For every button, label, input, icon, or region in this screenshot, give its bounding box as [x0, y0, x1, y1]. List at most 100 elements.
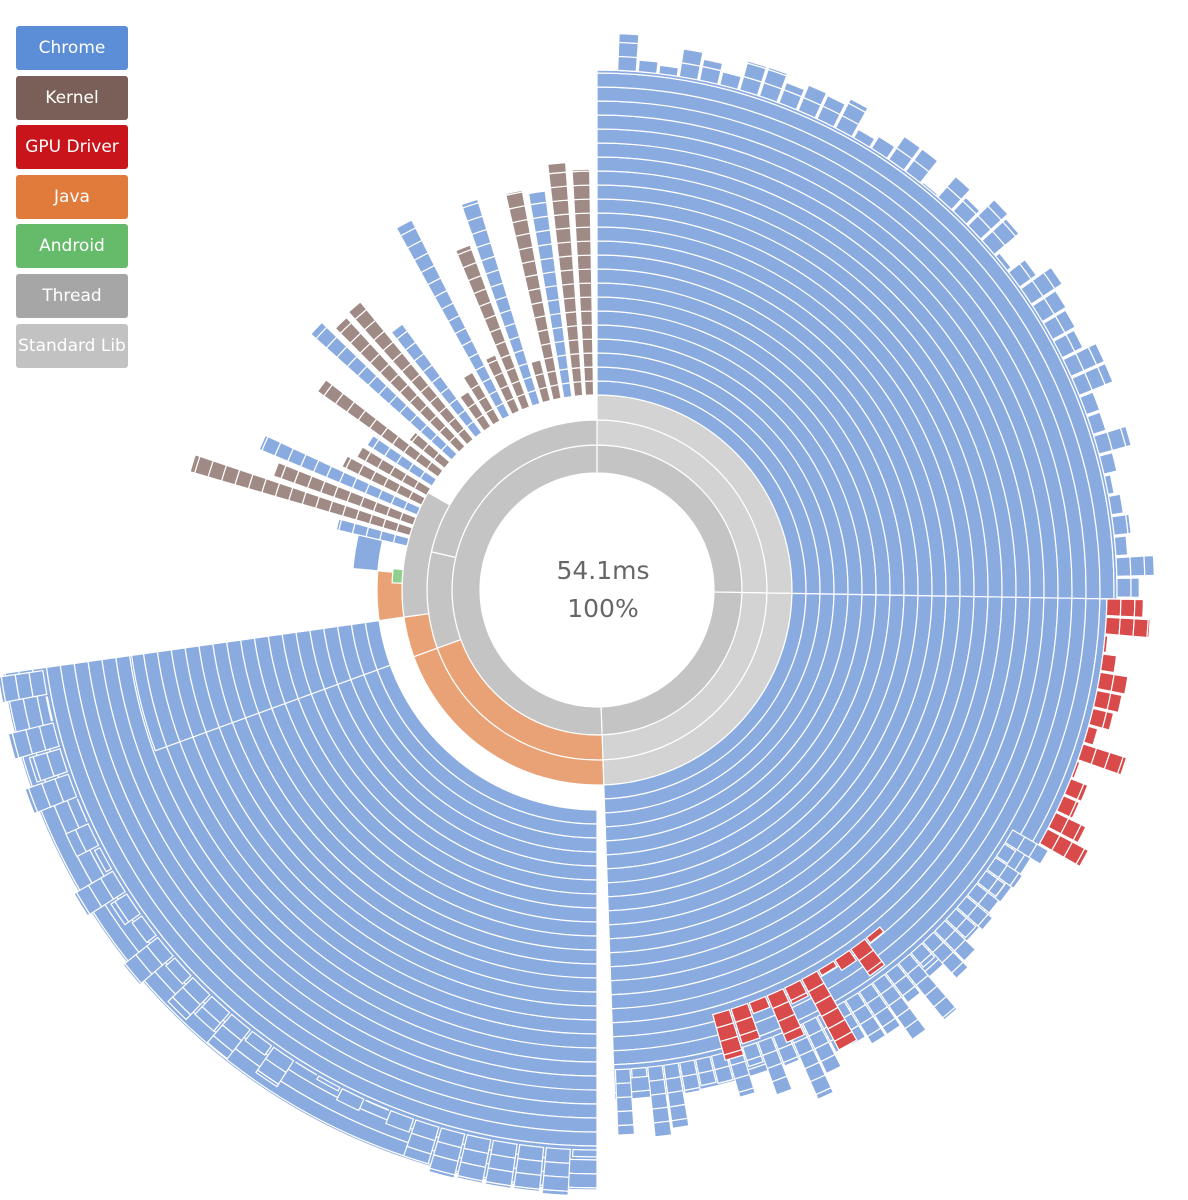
chrome-arc[interactable]	[244, 1030, 273, 1056]
kernel-arc[interactable]	[573, 198, 592, 215]
chrome-arc[interactable]	[28, 755, 42, 783]
chrome-arc[interactable]	[541, 1188, 569, 1197]
chrome-arc[interactable]	[648, 1078, 667, 1096]
gpu-arc[interactable]	[1119, 598, 1136, 618]
legend-android-button[interactable]: Android	[16, 224, 128, 269]
kernel-arc[interactable]	[578, 282, 593, 299]
gpu-arc[interactable]	[1105, 598, 1122, 617]
kernel-arc[interactable]	[316, 379, 334, 397]
chrome-arc[interactable]	[93, 846, 113, 873]
chrome-arc[interactable]	[1130, 577, 1140, 598]
kernel-arc[interactable]	[558, 368, 571, 385]
chrome-arc[interactable]	[767, 66, 789, 77]
kernel-arc[interactable]	[569, 352, 582, 370]
gpu-arc[interactable]	[1118, 617, 1135, 637]
kernel-arc[interactable]	[539, 257, 557, 275]
kernel-arc[interactable]	[530, 358, 542, 364]
kernel-arc[interactable]	[392, 533, 410, 547]
chrome-arc[interactable]	[167, 996, 192, 1021]
kernel-arc[interactable]	[454, 244, 473, 256]
gpu-arc[interactable]	[748, 995, 771, 1015]
chrome-arc[interactable]	[65, 828, 87, 858]
kernel-arc[interactable]	[577, 268, 593, 285]
android-arc[interactable]	[391, 567, 404, 584]
gpu-arc[interactable]	[1072, 823, 1087, 844]
chrome-arc[interactable]	[616, 1110, 635, 1127]
kernel-arc[interactable]	[390, 323, 409, 340]
kernel-arc[interactable]	[575, 240, 592, 257]
chrome-arc[interactable]	[1116, 577, 1132, 598]
chrome-arc[interactable]	[901, 985, 922, 1004]
kernel-arc[interactable]	[562, 297, 578, 314]
chrome-arc[interactable]	[428, 1167, 456, 1179]
chrome-arc[interactable]	[1107, 493, 1124, 516]
kernel-arc[interactable]	[536, 243, 555, 261]
chrome-arc[interactable]	[802, 84, 828, 107]
chrome-arc[interactable]	[717, 1078, 734, 1085]
kernel-arc[interactable]	[556, 241, 574, 258]
chrome-arc[interactable]	[1028, 843, 1050, 866]
legend-thread-button[interactable]: Thread	[16, 273, 128, 318]
chrome-arc[interactable]	[815, 1086, 835, 1101]
chrome-arc[interactable]	[616, 1124, 636, 1136]
gpu-arc[interactable]	[723, 1048, 745, 1062]
chrome-arc[interactable]	[963, 948, 977, 963]
kernel-arc[interactable]	[309, 321, 328, 340]
chrome-arc[interactable]	[994, 252, 1013, 272]
kernel-arc[interactable]	[366, 434, 380, 450]
chrome-arc[interactable]	[783, 81, 806, 98]
chrome-arc[interactable]	[385, 1109, 415, 1133]
kernel-arc[interactable]	[572, 184, 591, 201]
chrome-arc[interactable]	[718, 71, 742, 91]
kernel-arc[interactable]	[565, 325, 580, 342]
chrome-arc[interactable]	[572, 1148, 598, 1158]
kernel-arc[interactable]	[395, 219, 417, 237]
kernel-arc[interactable]	[551, 326, 566, 344]
gpu-arc[interactable]	[738, 1029, 761, 1045]
chrome-arc[interactable]	[165, 957, 192, 985]
chrome-arc[interactable]	[617, 41, 639, 59]
kernel-arc[interactable]	[541, 271, 559, 289]
chrome-arc[interactable]	[904, 1018, 927, 1041]
kernel-arc[interactable]	[408, 431, 419, 443]
legend-gpu-driver-button[interactable]: GPU Driver	[16, 125, 128, 170]
chrome-arc[interactable]	[617, 55, 638, 73]
kernel-arc[interactable]	[551, 199, 571, 217]
kernel-arc[interactable]	[341, 455, 352, 470]
kernel-arc[interactable]	[546, 370, 560, 388]
chrome-arc[interactable]	[541, 1174, 570, 1192]
chrome-arc[interactable]	[45, 696, 54, 722]
kernel-arc[interactable]	[583, 366, 594, 383]
chrome-arc[interactable]	[987, 198, 1009, 221]
chrome-arc[interactable]	[637, 59, 659, 75]
legend-kernel-button[interactable]: Kernel	[16, 75, 128, 120]
chrome-arc[interactable]	[1086, 411, 1107, 436]
kernel-arc[interactable]	[335, 518, 343, 532]
kernel-arc[interactable]	[459, 390, 477, 410]
kernel-arc[interactable]	[553, 213, 572, 231]
kernel-arc[interactable]	[356, 446, 372, 463]
gpu-arc[interactable]	[1124, 676, 1129, 695]
kernel-arc[interactable]	[461, 370, 474, 379]
gpu-arc[interactable]	[1099, 653, 1118, 674]
chrome-arc[interactable]	[822, 94, 847, 116]
kernel-arc[interactable]	[574, 226, 592, 243]
chrome-arc[interactable]	[852, 128, 876, 149]
chrome-arc[interactable]	[544, 1147, 571, 1164]
chrome-arc[interactable]	[73, 891, 91, 917]
chrome-arc[interactable]	[255, 1069, 280, 1088]
chrome-arc[interactable]	[1042, 266, 1064, 290]
chrome-arc[interactable]	[955, 917, 977, 939]
chrome-arc[interactable]	[7, 732, 20, 760]
chrome-arc[interactable]	[76, 798, 88, 823]
gpu-arc[interactable]	[1106, 692, 1123, 714]
chrome-arc[interactable]	[1009, 872, 1024, 890]
kernel-arc[interactable]	[189, 454, 201, 474]
chrome-arc[interactable]	[654, 1134, 673, 1138]
chrome-arc[interactable]	[913, 148, 939, 173]
gpu-arc[interactable]	[1068, 800, 1081, 820]
legend-standard-lib-button[interactable]: Standard Lib	[16, 323, 128, 368]
chrome-arc[interactable]	[316, 1075, 341, 1092]
gpu-arc[interactable]	[865, 926, 885, 944]
chrome-arc[interactable]	[1065, 329, 1084, 353]
